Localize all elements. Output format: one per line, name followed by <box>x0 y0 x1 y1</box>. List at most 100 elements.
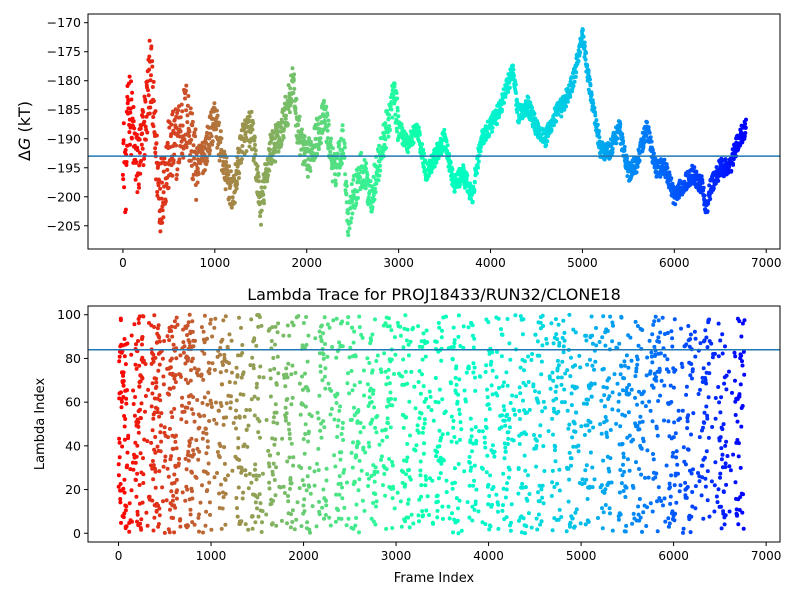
data-point <box>234 186 239 191</box>
data-point <box>423 354 428 359</box>
data-point <box>171 158 176 163</box>
data-point <box>421 331 426 336</box>
data-point <box>162 339 167 343</box>
data-point <box>197 512 201 517</box>
data-point <box>243 473 248 478</box>
data-point <box>372 469 377 474</box>
data-point <box>650 419 655 424</box>
data-point <box>598 422 603 427</box>
data-point <box>665 331 670 335</box>
data-point <box>390 88 395 93</box>
data-point <box>627 433 632 438</box>
data-point <box>273 136 277 141</box>
data-point <box>512 407 517 412</box>
data-point <box>118 500 123 505</box>
data-point <box>306 388 311 393</box>
data-point <box>200 436 205 441</box>
data-point <box>551 432 555 437</box>
data-point <box>412 384 417 389</box>
data-point <box>229 338 234 343</box>
data-point <box>122 490 127 495</box>
data-point <box>608 428 613 432</box>
data-point <box>533 389 537 394</box>
data-point <box>207 367 212 372</box>
data-point <box>171 109 175 114</box>
y-tick-label: −190 <box>47 131 81 146</box>
data-point <box>319 339 324 344</box>
data-point <box>257 419 262 424</box>
data-point <box>228 400 233 405</box>
data-point <box>403 369 408 374</box>
data-point <box>192 366 197 371</box>
data-point <box>145 130 150 135</box>
data-point <box>172 319 177 324</box>
data-point <box>363 186 368 191</box>
data-point <box>519 530 524 535</box>
data-point <box>205 471 210 476</box>
data-point <box>471 345 476 350</box>
data-point <box>483 445 488 450</box>
data-point <box>334 492 339 497</box>
data-point <box>603 415 608 419</box>
data-point <box>576 59 581 64</box>
data-point <box>623 529 628 534</box>
data-point <box>134 132 139 137</box>
data-point <box>241 490 246 495</box>
data-point <box>706 435 711 440</box>
data-point <box>145 523 150 528</box>
data-point <box>165 466 170 471</box>
data-point <box>337 474 342 479</box>
data-point <box>566 499 571 504</box>
data-point <box>272 366 277 371</box>
data-point <box>269 137 274 142</box>
data-point <box>132 413 137 418</box>
data-point <box>417 497 422 502</box>
data-point <box>351 440 355 445</box>
data-point <box>347 226 352 231</box>
data-point <box>274 382 279 387</box>
data-point <box>184 467 189 472</box>
data-point <box>717 400 722 405</box>
data-point <box>583 522 588 527</box>
data-point <box>378 163 382 168</box>
data-point <box>436 321 441 325</box>
data-point <box>122 477 127 482</box>
data-point <box>685 426 690 431</box>
data-point <box>212 101 217 106</box>
data-point <box>328 523 333 528</box>
data-point <box>139 158 144 163</box>
data-point <box>670 344 675 349</box>
data-point <box>148 105 153 110</box>
data-point <box>411 521 416 526</box>
data-point <box>214 127 219 131</box>
data-point <box>621 489 626 493</box>
x-tick-label: 5000 <box>567 256 598 270</box>
data-point <box>286 499 291 504</box>
data-point <box>667 173 672 178</box>
data-point <box>237 415 242 420</box>
data-point <box>189 368 193 373</box>
data-point <box>615 381 620 386</box>
data-point <box>189 137 194 142</box>
data-point <box>395 320 400 325</box>
data-point <box>196 515 201 520</box>
data-point <box>313 136 318 141</box>
data-point <box>154 376 159 381</box>
data-point <box>503 495 508 500</box>
data-point <box>556 517 561 522</box>
data-point <box>393 352 398 357</box>
data-point <box>180 490 185 495</box>
data-point <box>190 496 195 501</box>
data-point <box>496 502 501 507</box>
data-point <box>282 127 286 132</box>
data-point <box>332 453 337 458</box>
data-point <box>335 151 340 156</box>
data-point <box>143 394 148 398</box>
data-point <box>299 127 304 132</box>
data-point <box>560 335 565 340</box>
data-point <box>153 466 157 471</box>
data-point <box>245 444 250 449</box>
data-point <box>482 435 487 440</box>
data-point <box>623 495 628 499</box>
data-point <box>540 409 545 414</box>
